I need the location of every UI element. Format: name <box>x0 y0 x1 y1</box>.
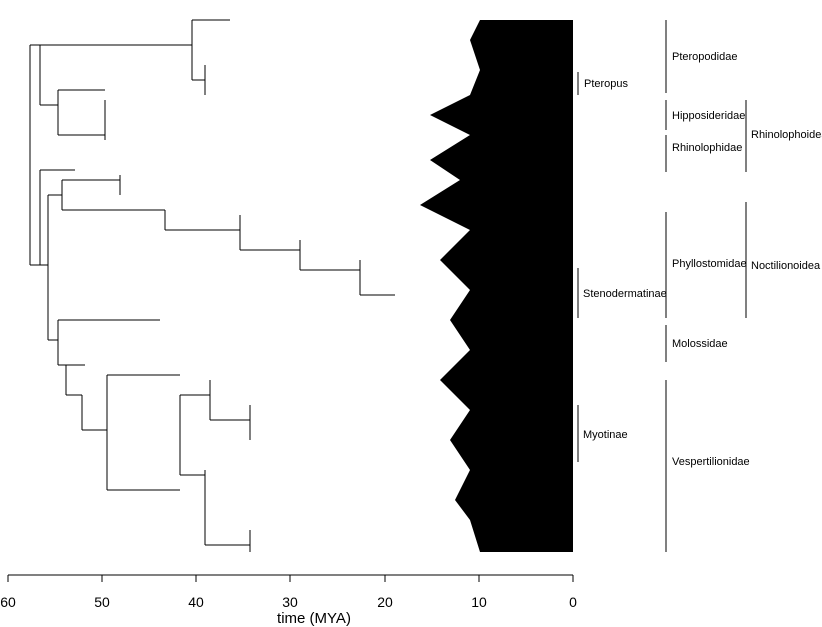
tick-label-0: 0 <box>569 594 577 610</box>
phyllostomidae-label: Phyllostomidae <box>672 258 747 270</box>
pteropodidae-label: Pteropodidae <box>672 51 737 63</box>
pteropus-label: Pteropus <box>584 78 629 90</box>
time-axis-labels: 60 50 40 30 20 10 0 time (MYA) <box>0 594 577 627</box>
rhinolophidae-label: Rhinolophidae <box>672 142 742 154</box>
rhinolophoidea-label: Rhinolophoidea <box>751 129 822 141</box>
phylogenetic-tree <box>29 19 395 552</box>
clade-bars <box>577 20 747 552</box>
tick-label-50: 50 <box>94 594 110 610</box>
tick-label-40: 40 <box>188 594 204 610</box>
tick-label-10: 10 <box>471 594 487 610</box>
tree-tip-mass <box>420 20 573 552</box>
tick-label-20: 20 <box>377 594 393 610</box>
hipposideridae-label: Hipposideridae <box>672 110 745 122</box>
noctilionoidea-label: Noctilionoidea <box>751 260 821 272</box>
myotinae-label: Myotinae <box>583 429 628 441</box>
molossidae-label: Molossidae <box>672 338 728 350</box>
tick-label-30: 30 <box>282 594 298 610</box>
tick-label-60: 60 <box>0 594 16 610</box>
time-axis <box>7 574 574 582</box>
clade-labels: Pteropodidae Pteropus Hipposideridae Rhi… <box>583 51 822 468</box>
axis-title: time (MYA) <box>277 610 351 627</box>
vespertilionidae-label: Vespertilionidae <box>672 456 750 468</box>
stenodermatinae-label: Stenodermatinae <box>583 288 667 300</box>
